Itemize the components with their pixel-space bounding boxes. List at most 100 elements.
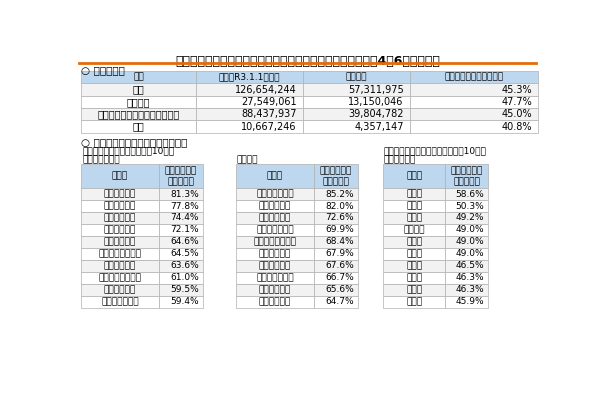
Bar — [196, 83, 303, 96]
Text: 27,549,061: 27,549,061 — [241, 97, 296, 107]
Text: 新潟県粟島浦村: 新潟県粟島浦村 — [256, 190, 294, 199]
Text: 滋賀県: 滋賀県 — [406, 249, 422, 258]
Bar — [81, 200, 158, 212]
Text: 町村: 町村 — [133, 121, 145, 132]
Bar — [445, 188, 488, 200]
Text: （１）区分別交付枚数率上位10団体: （１）区分別交付枚数率上位10団体 — [83, 147, 175, 156]
Text: 静岡県西伊豆町: 静岡県西伊豆町 — [256, 225, 294, 235]
Bar — [81, 83, 196, 96]
Text: 47.7%: 47.7% — [502, 97, 532, 107]
Bar — [158, 272, 203, 284]
Bar — [236, 224, 314, 236]
Bar — [81, 188, 158, 200]
Bar — [314, 248, 358, 260]
Text: 46.3%: 46.3% — [455, 285, 484, 294]
Bar — [445, 200, 488, 212]
Bar — [383, 296, 445, 308]
Text: 49.0%: 49.0% — [455, 225, 484, 235]
Text: 126,654,244: 126,654,244 — [235, 85, 296, 95]
Bar — [303, 83, 410, 96]
Text: 81.3%: 81.3% — [170, 190, 199, 199]
Text: 人口に対する交付枚数率: 人口に対する交付枚数率 — [445, 73, 503, 82]
Text: 88,437,937: 88,437,937 — [241, 109, 296, 119]
Text: 指定都市: 指定都市 — [127, 97, 151, 107]
Bar — [314, 224, 358, 236]
Bar — [81, 108, 196, 121]
Bar — [81, 272, 158, 284]
Text: ○ 団体区分別: ○ 団体区分別 — [81, 65, 125, 75]
Text: 兵庫県: 兵庫県 — [406, 202, 422, 211]
Text: 人口に対する
交付枚数率: 人口に対する 交付枚数率 — [164, 166, 197, 186]
Bar — [314, 200, 358, 212]
Text: 宮崎県都城市: 宮崎県都城市 — [104, 190, 136, 199]
Text: 49.2%: 49.2% — [456, 214, 484, 223]
Bar — [81, 260, 158, 272]
Bar — [196, 108, 303, 121]
Bar — [303, 121, 410, 133]
Text: 13,150,046: 13,150,046 — [348, 97, 404, 107]
Bar — [445, 164, 488, 188]
Text: 57,311,975: 57,311,975 — [348, 85, 404, 95]
Text: 67.6%: 67.6% — [325, 261, 354, 270]
Text: 高知県宿毛市: 高知県宿毛市 — [104, 225, 136, 235]
Bar — [158, 248, 203, 260]
Text: マイナンバーカードの市区町村別交付枚数等について（令和4年6月末時点）: マイナンバーカードの市区町村別交付枚数等について（令和4年6月末時点） — [175, 55, 440, 68]
Text: 区分: 区分 — [133, 73, 144, 82]
Bar — [196, 96, 303, 108]
Bar — [158, 296, 203, 308]
Bar — [196, 71, 303, 83]
Text: 【町村】: 【町村】 — [236, 155, 258, 164]
Bar — [81, 121, 196, 133]
Bar — [158, 188, 203, 200]
Text: 【都道府県】: 【都道府県】 — [383, 155, 416, 164]
Text: 69.9%: 69.9% — [325, 225, 354, 235]
Text: 45.9%: 45.9% — [455, 297, 484, 306]
Text: 人口に対する
交付枚数率: 人口に対する 交付枚数率 — [451, 166, 483, 186]
Text: 58.6%: 58.6% — [455, 190, 484, 199]
Bar — [81, 164, 158, 188]
Text: 福井県池田町: 福井県池田町 — [259, 214, 291, 223]
Text: 65.6%: 65.6% — [325, 285, 354, 294]
Bar — [158, 164, 203, 188]
Text: 50.3%: 50.3% — [455, 202, 484, 211]
Bar — [158, 212, 203, 224]
Bar — [445, 248, 488, 260]
Text: 59.4%: 59.4% — [170, 297, 199, 306]
Text: 49.0%: 49.0% — [455, 237, 484, 247]
Bar — [314, 236, 358, 248]
Bar — [236, 236, 314, 248]
Text: 66.7%: 66.7% — [325, 273, 354, 282]
Text: 団体名: 団体名 — [406, 172, 422, 181]
Bar — [383, 248, 445, 260]
Bar — [236, 188, 314, 200]
Text: 40.8%: 40.8% — [502, 121, 532, 132]
Bar — [236, 212, 314, 224]
Bar — [81, 212, 158, 224]
Bar — [410, 108, 538, 121]
Text: 熊本県苓北町: 熊本県苓北町 — [259, 285, 291, 294]
Text: 人口に対する
交付枚数率: 人口に対する 交付枚数率 — [320, 166, 352, 186]
Bar — [445, 260, 488, 272]
Text: 85.2%: 85.2% — [325, 190, 354, 199]
Bar — [314, 188, 358, 200]
Bar — [81, 284, 158, 296]
Text: 39,804,782: 39,804,782 — [348, 109, 404, 119]
Bar — [158, 260, 203, 272]
Bar — [158, 284, 203, 296]
Text: 神奈川県: 神奈川県 — [404, 225, 425, 235]
Text: 長野県南牧村: 長野県南牧村 — [259, 249, 291, 258]
Bar — [383, 212, 445, 224]
Text: 交付枚数: 交付枚数 — [346, 73, 367, 82]
Bar — [445, 224, 488, 236]
Text: 大分県姫島村: 大分県姫島村 — [259, 202, 291, 211]
Text: 45.0%: 45.0% — [502, 109, 532, 119]
Text: 石川県珠洲市: 石川県珠洲市 — [104, 237, 136, 247]
Bar — [236, 248, 314, 260]
Bar — [383, 200, 445, 212]
Bar — [236, 296, 314, 308]
Bar — [81, 248, 158, 260]
Bar — [303, 71, 410, 83]
Text: 高知県四万十市: 高知県四万十市 — [101, 297, 139, 306]
Text: 46.3%: 46.3% — [455, 273, 484, 282]
Text: 兵庫県養父市: 兵庫県養父市 — [104, 202, 136, 211]
